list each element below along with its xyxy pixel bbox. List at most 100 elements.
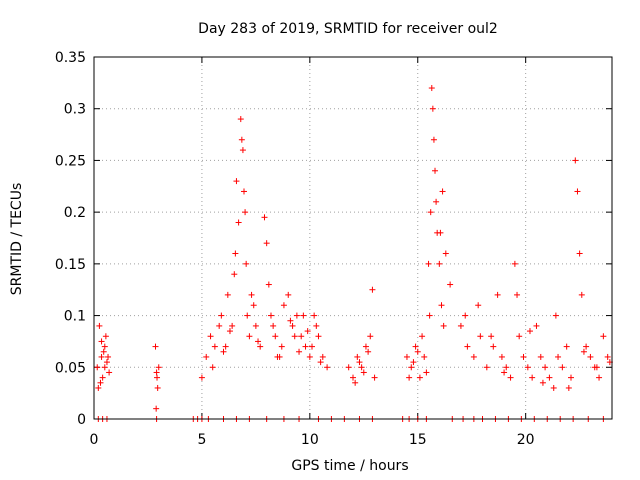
data-point <box>511 260 518 267</box>
data-point <box>580 348 587 355</box>
data-point <box>477 333 484 340</box>
data-point <box>464 343 471 350</box>
data-point <box>483 364 490 371</box>
data-point <box>550 384 557 391</box>
data-point <box>291 333 298 340</box>
data-point <box>439 188 446 195</box>
data-point <box>265 281 272 288</box>
data-point <box>315 333 322 340</box>
data-point <box>488 333 495 340</box>
data-point <box>437 229 444 236</box>
data-point <box>436 260 443 267</box>
data-point <box>507 374 514 381</box>
data-point <box>516 333 523 340</box>
data-point <box>94 364 101 371</box>
data-point <box>238 136 245 143</box>
data-point <box>406 374 413 381</box>
x-tick-label: 15 <box>409 432 427 448</box>
data-point <box>457 322 464 329</box>
data-point <box>345 364 352 371</box>
data-point <box>101 343 108 350</box>
data-point <box>565 384 572 391</box>
data-point <box>293 312 300 319</box>
data-point <box>154 384 161 391</box>
data-point <box>250 302 257 309</box>
data-point <box>252 322 259 329</box>
data-point <box>267 312 274 319</box>
data-point <box>427 209 434 216</box>
data-point <box>97 379 104 386</box>
data-point <box>154 374 161 381</box>
data-point <box>300 312 307 319</box>
data-point <box>408 364 415 371</box>
data-point <box>494 291 501 298</box>
data-point <box>490 343 497 350</box>
x-tick-label: 20 <box>517 432 535 448</box>
data-point <box>354 353 361 360</box>
data-point <box>514 291 521 298</box>
data-point <box>604 353 611 360</box>
data-point <box>231 271 238 278</box>
data-point <box>503 364 510 371</box>
data-point <box>447 281 454 288</box>
data-point <box>237 116 244 123</box>
axis-ticks: 0 0.05 0.1 0.15 0.2 0.25 0.3 0.35 0 5 10 15 20 <box>55 50 612 448</box>
data-point <box>462 312 469 319</box>
data-point <box>365 348 372 355</box>
y-tick-label: 0.3 <box>64 102 86 118</box>
data-point <box>433 198 440 205</box>
data-point <box>246 333 253 340</box>
data-points <box>94 85 613 422</box>
data-point <box>100 348 107 355</box>
data-point <box>416 374 423 381</box>
data-point <box>576 250 583 257</box>
data-point <box>555 353 562 360</box>
data-point <box>96 322 103 329</box>
data-point <box>352 379 359 386</box>
data-point <box>362 343 369 350</box>
data-point <box>426 312 433 319</box>
data-point <box>526 328 533 335</box>
data-point <box>324 364 331 371</box>
data-point <box>207 333 214 340</box>
data-point <box>248 291 255 298</box>
data-point <box>539 379 546 386</box>
data-point <box>572 157 579 164</box>
x-tick-label: 5 <box>197 432 206 448</box>
data-point <box>272 333 279 340</box>
data-point <box>308 343 315 350</box>
data-point <box>371 374 378 381</box>
grid <box>94 57 612 419</box>
data-point <box>298 333 305 340</box>
data-point <box>414 348 421 355</box>
data-point <box>537 353 544 360</box>
data-point <box>438 302 445 309</box>
y-tick-label: 0.05 <box>55 360 86 376</box>
data-point <box>319 353 326 360</box>
data-point <box>222 343 229 350</box>
data-point <box>317 359 324 366</box>
data-point <box>425 260 432 267</box>
data-point <box>583 343 590 350</box>
data-point <box>306 353 313 360</box>
data-point <box>442 250 449 257</box>
data-point <box>103 359 110 366</box>
data-point <box>367 333 374 340</box>
data-point <box>261 214 268 221</box>
data-point <box>226 328 233 335</box>
data-point <box>224 291 231 298</box>
data-point <box>524 364 531 371</box>
data-point <box>419 333 426 340</box>
data-point <box>153 369 160 376</box>
data-point <box>287 317 294 324</box>
data-point <box>440 322 447 329</box>
data-point <box>239 147 246 154</box>
data-point <box>102 333 109 340</box>
data-point <box>274 353 281 360</box>
data-point <box>567 374 574 381</box>
data-point <box>311 312 318 319</box>
data-point <box>296 348 303 355</box>
data-point <box>600 333 607 340</box>
data-point <box>235 219 242 226</box>
data-point <box>229 322 236 329</box>
